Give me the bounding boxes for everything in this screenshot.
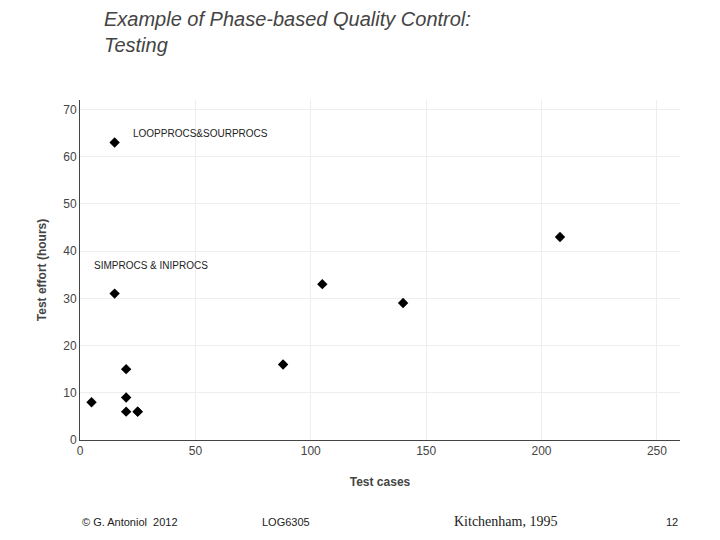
svg-text:50: 50	[189, 444, 203, 458]
svg-text:150: 150	[416, 444, 436, 458]
svg-text:30: 30	[63, 292, 77, 306]
svg-text:Example of Phase-based Quality: Example of Phase-based Quality Control:T…	[104, 8, 471, 56]
svg-text:100: 100	[301, 444, 321, 458]
svg-text:200: 200	[532, 444, 552, 458]
svg-text:© G. Antoniol 2012: © G. Antoniol 2012	[82, 516, 178, 528]
svg-text:Test cases: Test cases	[350, 475, 411, 489]
svg-text:10: 10	[63, 386, 77, 400]
svg-text:50: 50	[63, 197, 77, 211]
svg-text:40: 40	[63, 244, 77, 258]
svg-text:LOOPPROCS&SOURPROCS: LOOPPROCS&SOURPROCS	[133, 128, 268, 139]
svg-text:70: 70	[63, 103, 77, 117]
svg-text:12: 12	[666, 516, 678, 528]
svg-text:Kitchenham, 1995: Kitchenham, 1995	[454, 514, 557, 529]
svg-text:LOG6305: LOG6305	[262, 516, 310, 528]
svg-text:0: 0	[70, 433, 77, 447]
svg-text:SIMPROCS & INIPROCS: SIMPROCS & INIPROCS	[94, 260, 208, 271]
svg-text:20: 20	[63, 339, 77, 353]
svg-text:250: 250	[647, 444, 667, 458]
svg-text:60: 60	[63, 150, 77, 164]
svg-text:0: 0	[77, 444, 84, 458]
svg-text:Test effort (hours): Test effort (hours)	[35, 219, 49, 321]
